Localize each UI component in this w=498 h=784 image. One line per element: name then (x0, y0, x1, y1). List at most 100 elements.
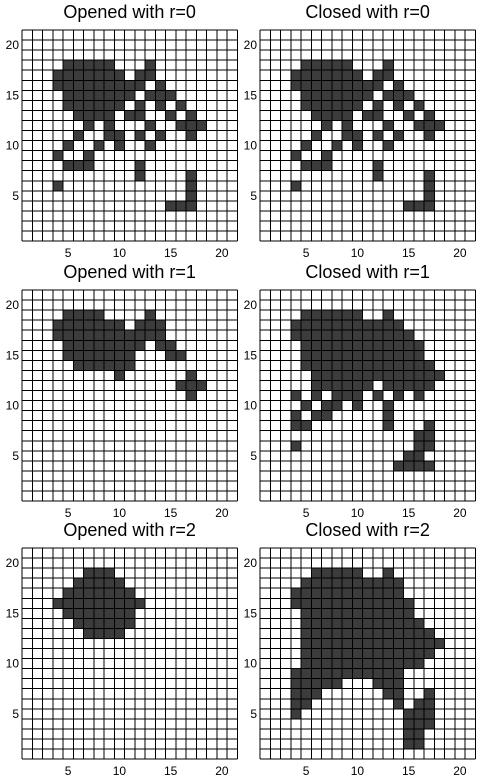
grid-cell (155, 340, 166, 351)
grid-cell (186, 200, 197, 211)
grid-cell (104, 340, 115, 351)
grid-cell (352, 140, 363, 151)
y-tick-label: 15 (244, 88, 258, 102)
grid-cell (383, 90, 394, 101)
grid-cell (73, 60, 84, 71)
grid-cell (311, 340, 322, 351)
grid-cell (331, 310, 342, 321)
grid-cell (342, 340, 353, 351)
grid-cell (155, 330, 166, 341)
grid-cell (372, 608, 383, 619)
grid-cell (63, 140, 74, 151)
grid-cell (73, 130, 84, 141)
grid-cell (383, 400, 394, 411)
grid-cell (321, 80, 332, 91)
grid-cell (321, 100, 332, 111)
panel: Closed with r=0 5 5 10 10 15 15 20 20 (244, 2, 476, 260)
x-tick-label: 20 (215, 246, 229, 260)
grid-cell (372, 658, 383, 669)
grid-cell (175, 120, 186, 131)
grid-cell (424, 170, 435, 181)
grid-cell (124, 360, 135, 371)
x-tick-label: 20 (215, 764, 229, 778)
grid-cell (104, 568, 115, 579)
grid-cell (73, 578, 84, 589)
grid-cell (331, 578, 342, 589)
grid-cell (393, 678, 404, 689)
panel: Opened with r=1 5 5 10 10 15 15 20 20 (6, 262, 238, 520)
grid-cell (155, 100, 166, 111)
grid-cell (311, 410, 322, 421)
grid-cell (83, 350, 94, 361)
grid-cell (372, 390, 383, 401)
grid-cell (114, 628, 125, 639)
grid-cell (134, 320, 145, 331)
grid-cell (393, 698, 404, 709)
grid-cell (83, 90, 94, 101)
grid-cell (311, 658, 322, 669)
grid-cell (93, 340, 104, 351)
grid-cell (321, 598, 332, 609)
grid-cell (301, 360, 312, 371)
grid-cell (114, 140, 125, 151)
grid-cell (321, 648, 332, 659)
grid-cell (321, 578, 332, 589)
grid-cell (311, 618, 322, 629)
panel-title: Closed with r=0 (305, 2, 430, 22)
grid-cell (186, 180, 197, 191)
y-tick-label: 10 (6, 139, 20, 153)
x-tick-label: 15 (164, 506, 178, 520)
grid-cell (331, 110, 342, 121)
grid-cell (114, 320, 125, 331)
grid-cell (311, 310, 322, 321)
grid-cell (393, 130, 404, 141)
grid-cell (403, 360, 414, 371)
grid-cell (93, 60, 104, 71)
grid-cell (114, 578, 125, 589)
grid-cell (83, 608, 94, 619)
grid-cell (290, 180, 301, 191)
grid-cell (352, 568, 363, 579)
grid-cell (93, 350, 104, 361)
grid-cell (403, 110, 414, 121)
y-tick-label: 15 (6, 606, 20, 620)
grid-cell (83, 160, 94, 171)
y-tick-label: 10 (244, 399, 258, 413)
grid-cell (413, 618, 424, 629)
grid-cell (393, 618, 404, 629)
grid-cell (311, 568, 322, 579)
grid-cell (321, 110, 332, 121)
grid-cell (372, 330, 383, 341)
grid-cell (83, 588, 94, 599)
grid-cell (331, 618, 342, 629)
grid-cell (124, 80, 135, 91)
grid-cell (196, 380, 207, 391)
y-tick-label: 20 (244, 556, 258, 570)
grid-cell (73, 160, 84, 171)
grid-cell (311, 130, 322, 141)
grid-cell (93, 608, 104, 619)
grid-cell (93, 90, 104, 101)
grid-cell (321, 120, 332, 131)
grid-cell (301, 70, 312, 81)
grid-cell (290, 70, 301, 81)
x-tick-label: 5 (303, 764, 310, 778)
y-tick-label: 20 (244, 38, 258, 52)
grid-cell (73, 70, 84, 81)
grid-cell (413, 708, 424, 719)
grid-cell (63, 160, 74, 171)
grid-cell (383, 598, 394, 609)
y-tick-label: 15 (6, 88, 20, 102)
x-tick-label: 15 (164, 764, 178, 778)
grid-cell (301, 420, 312, 431)
grid-cell (372, 598, 383, 609)
grid-cell (114, 598, 125, 609)
grid-cell (93, 100, 104, 111)
grid-cell (372, 80, 383, 91)
panel: Opened with r=2 5 5 10 10 15 15 20 20 (6, 520, 238, 778)
grid-cell (342, 100, 353, 111)
y-tick-label: 10 (6, 399, 20, 413)
grid-cell (145, 140, 156, 151)
x-tick-label: 10 (113, 506, 127, 520)
grid-cell (134, 340, 145, 351)
